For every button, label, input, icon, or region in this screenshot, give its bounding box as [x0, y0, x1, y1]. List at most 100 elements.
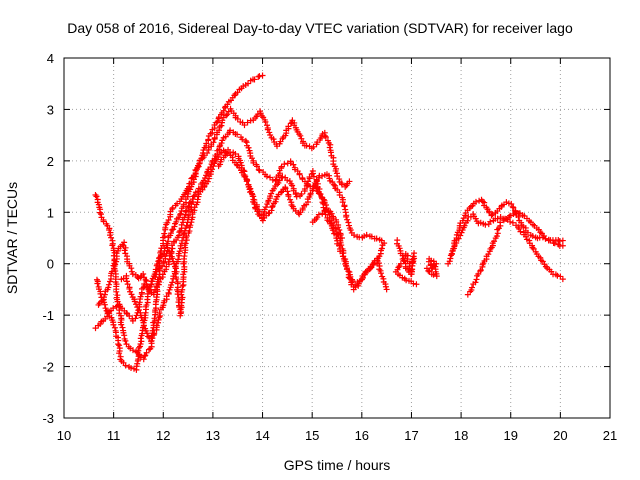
- data-point: [232, 151, 239, 158]
- data-point: [152, 286, 159, 293]
- data-point: [241, 172, 248, 179]
- data-point: [256, 167, 263, 174]
- data-point: [489, 211, 496, 218]
- data-point: [345, 274, 352, 281]
- data-point: [482, 221, 489, 228]
- data-point: [176, 211, 183, 218]
- data-point: [510, 204, 517, 211]
- data-point: [132, 315, 139, 322]
- data-point: [128, 291, 135, 298]
- data-point: [351, 232, 358, 239]
- data-point: [378, 245, 385, 252]
- series-trace-4: [92, 127, 385, 332]
- data-point: [425, 267, 432, 274]
- data-point: [382, 283, 389, 290]
- data-point: [137, 340, 144, 347]
- data-point: [268, 190, 275, 197]
- series-trace-6: [309, 206, 390, 293]
- data-point: [446, 258, 453, 265]
- data-point: [101, 291, 108, 298]
- data-point: [172, 263, 179, 270]
- data-point: [121, 247, 128, 254]
- data-point: [464, 291, 471, 298]
- data-point: [134, 304, 141, 311]
- data-point: [177, 210, 184, 217]
- data-point: [204, 178, 211, 185]
- data-points: [92, 72, 566, 373]
- data-point: [343, 213, 350, 220]
- y-tick-label: 1: [47, 205, 54, 220]
- data-point: [112, 261, 119, 268]
- data-point: [450, 245, 457, 252]
- data-point: [220, 107, 227, 114]
- data-point: [433, 260, 440, 267]
- data-point: [559, 276, 566, 283]
- x-tick-label: 12: [156, 428, 170, 443]
- data-point: [240, 167, 247, 174]
- x-tick-label: 21: [603, 428, 617, 443]
- data-point: [204, 150, 211, 157]
- data-point: [309, 170, 316, 177]
- data-point: [105, 281, 112, 288]
- data-point: [336, 176, 343, 183]
- data-point: [165, 216, 172, 223]
- data-point: [361, 271, 368, 278]
- data-point: [328, 217, 335, 224]
- data-point: [303, 180, 310, 187]
- data-point: [383, 286, 390, 293]
- data-point: [491, 238, 498, 245]
- data-point: [185, 212, 192, 219]
- data-point: [363, 267, 370, 274]
- data-point: [249, 193, 256, 200]
- data-point: [156, 310, 163, 317]
- data-point: [346, 178, 353, 185]
- data-point: [517, 228, 524, 235]
- data-point: [176, 229, 183, 236]
- data-point: [97, 290, 104, 297]
- data-point: [215, 154, 222, 161]
- data-point: [129, 347, 136, 354]
- series-trace-10: [445, 211, 566, 283]
- x-tick-label: 10: [57, 428, 71, 443]
- data-point: [333, 218, 340, 225]
- data-point: [123, 310, 130, 317]
- data-point: [559, 242, 566, 249]
- data-point: [244, 119, 251, 126]
- data-point: [242, 137, 249, 144]
- data-point: [123, 278, 130, 285]
- data-point: [153, 268, 160, 275]
- data-point: [262, 118, 269, 125]
- data-point: [171, 268, 178, 275]
- data-point: [187, 186, 194, 193]
- data-point: [244, 177, 251, 184]
- data-point: [262, 204, 269, 211]
- data-point: [290, 161, 297, 168]
- data-point: [248, 155, 255, 162]
- data-point: [271, 185, 278, 192]
- data-point: [121, 239, 128, 246]
- data-point: [148, 335, 155, 342]
- data-point: [322, 134, 329, 141]
- data-point: [529, 244, 536, 251]
- data-point: [346, 275, 353, 282]
- data-point: [338, 242, 345, 249]
- data-point: [223, 149, 230, 156]
- data-point: [123, 275, 130, 282]
- data-point: [529, 233, 536, 240]
- data-point: [336, 226, 343, 233]
- data-point: [284, 177, 291, 184]
- data-point: [245, 80, 252, 87]
- data-point: [113, 288, 120, 295]
- data-point: [363, 231, 370, 238]
- data-point: [460, 215, 467, 222]
- data-point: [269, 202, 276, 209]
- y-tick-label: -2: [42, 360, 54, 375]
- series-trace-1: [92, 72, 266, 363]
- data-point: [193, 166, 200, 173]
- data-point: [396, 263, 403, 270]
- data-point: [251, 200, 258, 207]
- data-point: [272, 177, 279, 184]
- data-point: [194, 188, 201, 195]
- x-tick-label: 16: [355, 428, 369, 443]
- data-point: [142, 276, 149, 283]
